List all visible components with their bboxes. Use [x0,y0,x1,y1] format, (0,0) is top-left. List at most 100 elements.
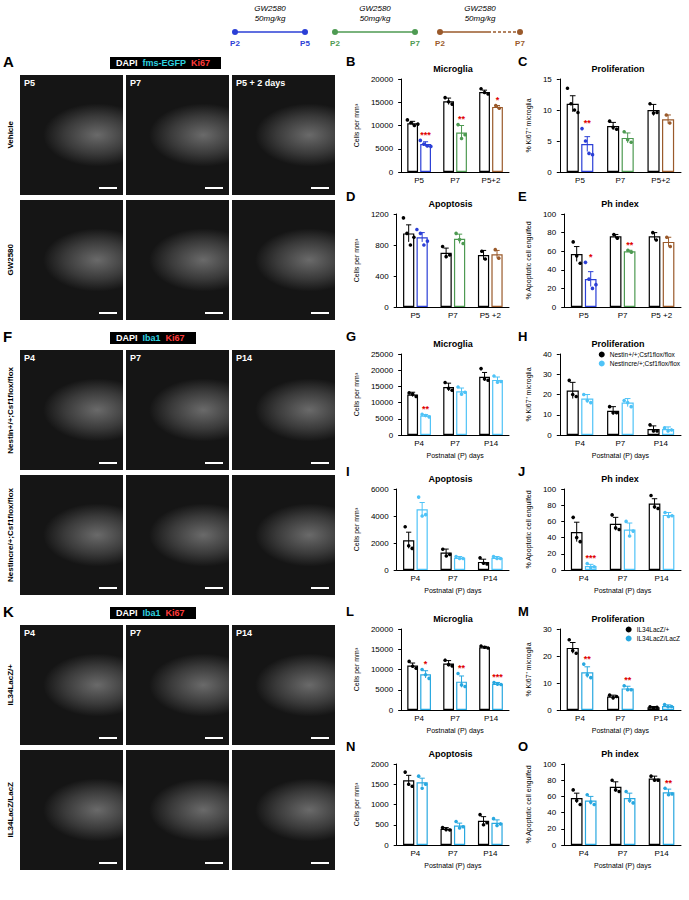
svg-text:0: 0 [552,566,557,575]
svg-text:Microglia: Microglia [433,339,474,349]
svg-text:% Apoptotic cell engulfed: % Apoptotic cell engulfed [525,221,533,299]
svg-text:***: *** [492,672,503,682]
svg-text:*: * [424,659,428,669]
svg-text:G: G [346,330,356,344]
svg-text:20: 20 [547,284,556,293]
svg-text:N: N [346,740,355,754]
svg-text:P14: P14 [654,849,669,858]
svg-text:4000: 4000 [371,512,389,521]
svg-text:20: 20 [547,549,556,558]
svg-text:Microglia: Microglia [433,64,474,74]
svg-text:50mg/kg: 50mg/kg [255,14,286,23]
svg-text:5000: 5000 [375,685,393,694]
svg-text:P7: P7 [450,439,460,448]
svg-text:6000: 6000 [371,485,389,494]
svg-text:P2: P2 [435,39,445,48]
svg-text:**: ** [458,114,466,124]
svg-text:0: 0 [552,303,557,312]
svg-text:Apoptosis: Apoptosis [429,749,473,759]
svg-text:10: 10 [543,410,552,419]
svg-text:15000: 15000 [371,98,394,107]
svg-text:P7: P7 [618,574,628,583]
svg-text:**: ** [584,118,592,128]
svg-text:60: 60 [547,517,556,526]
svg-text:% Apoptotic cell engulfed: % Apoptotic cell engulfed [525,765,533,843]
svg-text:*: * [496,95,500,105]
svg-text:10000: 10000 [371,665,394,674]
svg-text:P14: P14 [654,439,669,448]
svg-text:100: 100 [543,760,557,769]
svg-text:H: H [518,330,527,344]
svg-text:5000: 5000 [375,414,393,423]
svg-text:20000: 20000 [371,366,394,375]
svg-text:30: 30 [543,625,552,634]
svg-text:0: 0 [389,168,394,177]
svg-text:Postnatal (P) days: Postnatal (P) days [426,452,484,460]
svg-text:***: *** [420,130,431,140]
svg-text:**: ** [422,404,430,414]
svg-text:500: 500 [375,820,389,829]
svg-text:Cells per mm³: Cells per mm³ [353,647,361,691]
svg-text:L: L [346,605,354,619]
svg-text:P5: P5 [300,39,310,48]
svg-text:20000: 20000 [371,625,394,634]
svg-text:1000: 1000 [371,800,389,809]
svg-text:Postnatal (P) days: Postnatal (P) days [424,587,482,595]
svg-text:15: 15 [543,75,552,84]
svg-text:P14: P14 [654,574,669,583]
svg-text:20: 20 [543,652,552,661]
svg-text:P4: P4 [414,714,424,723]
svg-text:10000: 10000 [371,121,394,130]
svg-text:P5: P5 [579,311,589,320]
svg-text:0: 0 [389,706,394,715]
svg-text:P7: P7 [616,439,626,448]
svg-text:GW2580: GW2580 [359,4,391,13]
svg-text:5000: 5000 [375,144,393,153]
svg-text:P7: P7 [616,714,626,723]
svg-text:40: 40 [543,350,552,359]
svg-text:P2: P2 [230,39,240,48]
svg-text:80: 80 [547,501,556,510]
svg-text:IL34LacZ/+: IL34LacZ/+ [637,626,670,633]
svg-text:20: 20 [543,390,552,399]
svg-text:80: 80 [547,228,556,237]
svg-text:25000: 25000 [371,350,394,359]
svg-text:0: 0 [547,168,552,177]
svg-text:B: B [346,55,355,69]
svg-text:10: 10 [543,679,552,688]
svg-text:P5+2: P5+2 [482,176,501,185]
svg-text:1500: 1500 [371,780,389,789]
svg-text:Ph index: Ph index [601,474,639,484]
svg-text:Nestincre/+;Csf1flox/flox: Nestincre/+;Csf1flox/flox [610,360,681,367]
svg-text:Apoptosis: Apoptosis [429,474,473,484]
svg-text:% Apoptotic cell engulfed: % Apoptotic cell engulfed [525,490,533,568]
svg-text:20: 20 [547,824,556,833]
svg-text:P7: P7 [618,849,628,858]
svg-text:P4: P4 [575,439,585,448]
svg-text:P7: P7 [448,849,458,858]
svg-text:Postnatal (P) days: Postnatal (P) days [592,727,650,735]
svg-text:GW2580: GW2580 [254,4,286,13]
svg-text:P2: P2 [330,39,340,48]
svg-text:P4: P4 [579,574,589,583]
svg-text:Microglia: Microglia [433,614,474,624]
svg-text:P7: P7 [616,176,626,185]
svg-text:20000: 20000 [371,75,394,84]
svg-text:O: O [518,740,528,754]
svg-text:P14: P14 [654,714,669,723]
svg-text:0: 0 [547,706,552,715]
svg-text:Cells per mm³: Cells per mm³ [353,507,361,551]
svg-text:% Ki67⁺ microglia: % Ki67⁺ microglia [525,98,533,152]
svg-text:P14: P14 [484,714,499,723]
svg-text:% Ki67⁺ microglia: % Ki67⁺ microglia [525,642,533,696]
svg-text:Proliferation: Proliferation [591,614,644,624]
svg-text:Proliferation: Proliferation [591,339,644,349]
svg-text:% Ki67⁺ microglia: % Ki67⁺ microglia [525,367,533,421]
svg-text:Cells per mm³: Cells per mm³ [353,238,361,282]
svg-text:P5: P5 [411,311,421,320]
svg-text:IL34LacZ/LacZ: IL34LacZ/LacZ [637,635,680,642]
svg-text:P7: P7 [410,39,420,48]
svg-text:E: E [518,190,527,204]
svg-text:Postnatal (P) days: Postnatal (P) days [594,862,652,870]
svg-text:P7: P7 [618,311,628,320]
